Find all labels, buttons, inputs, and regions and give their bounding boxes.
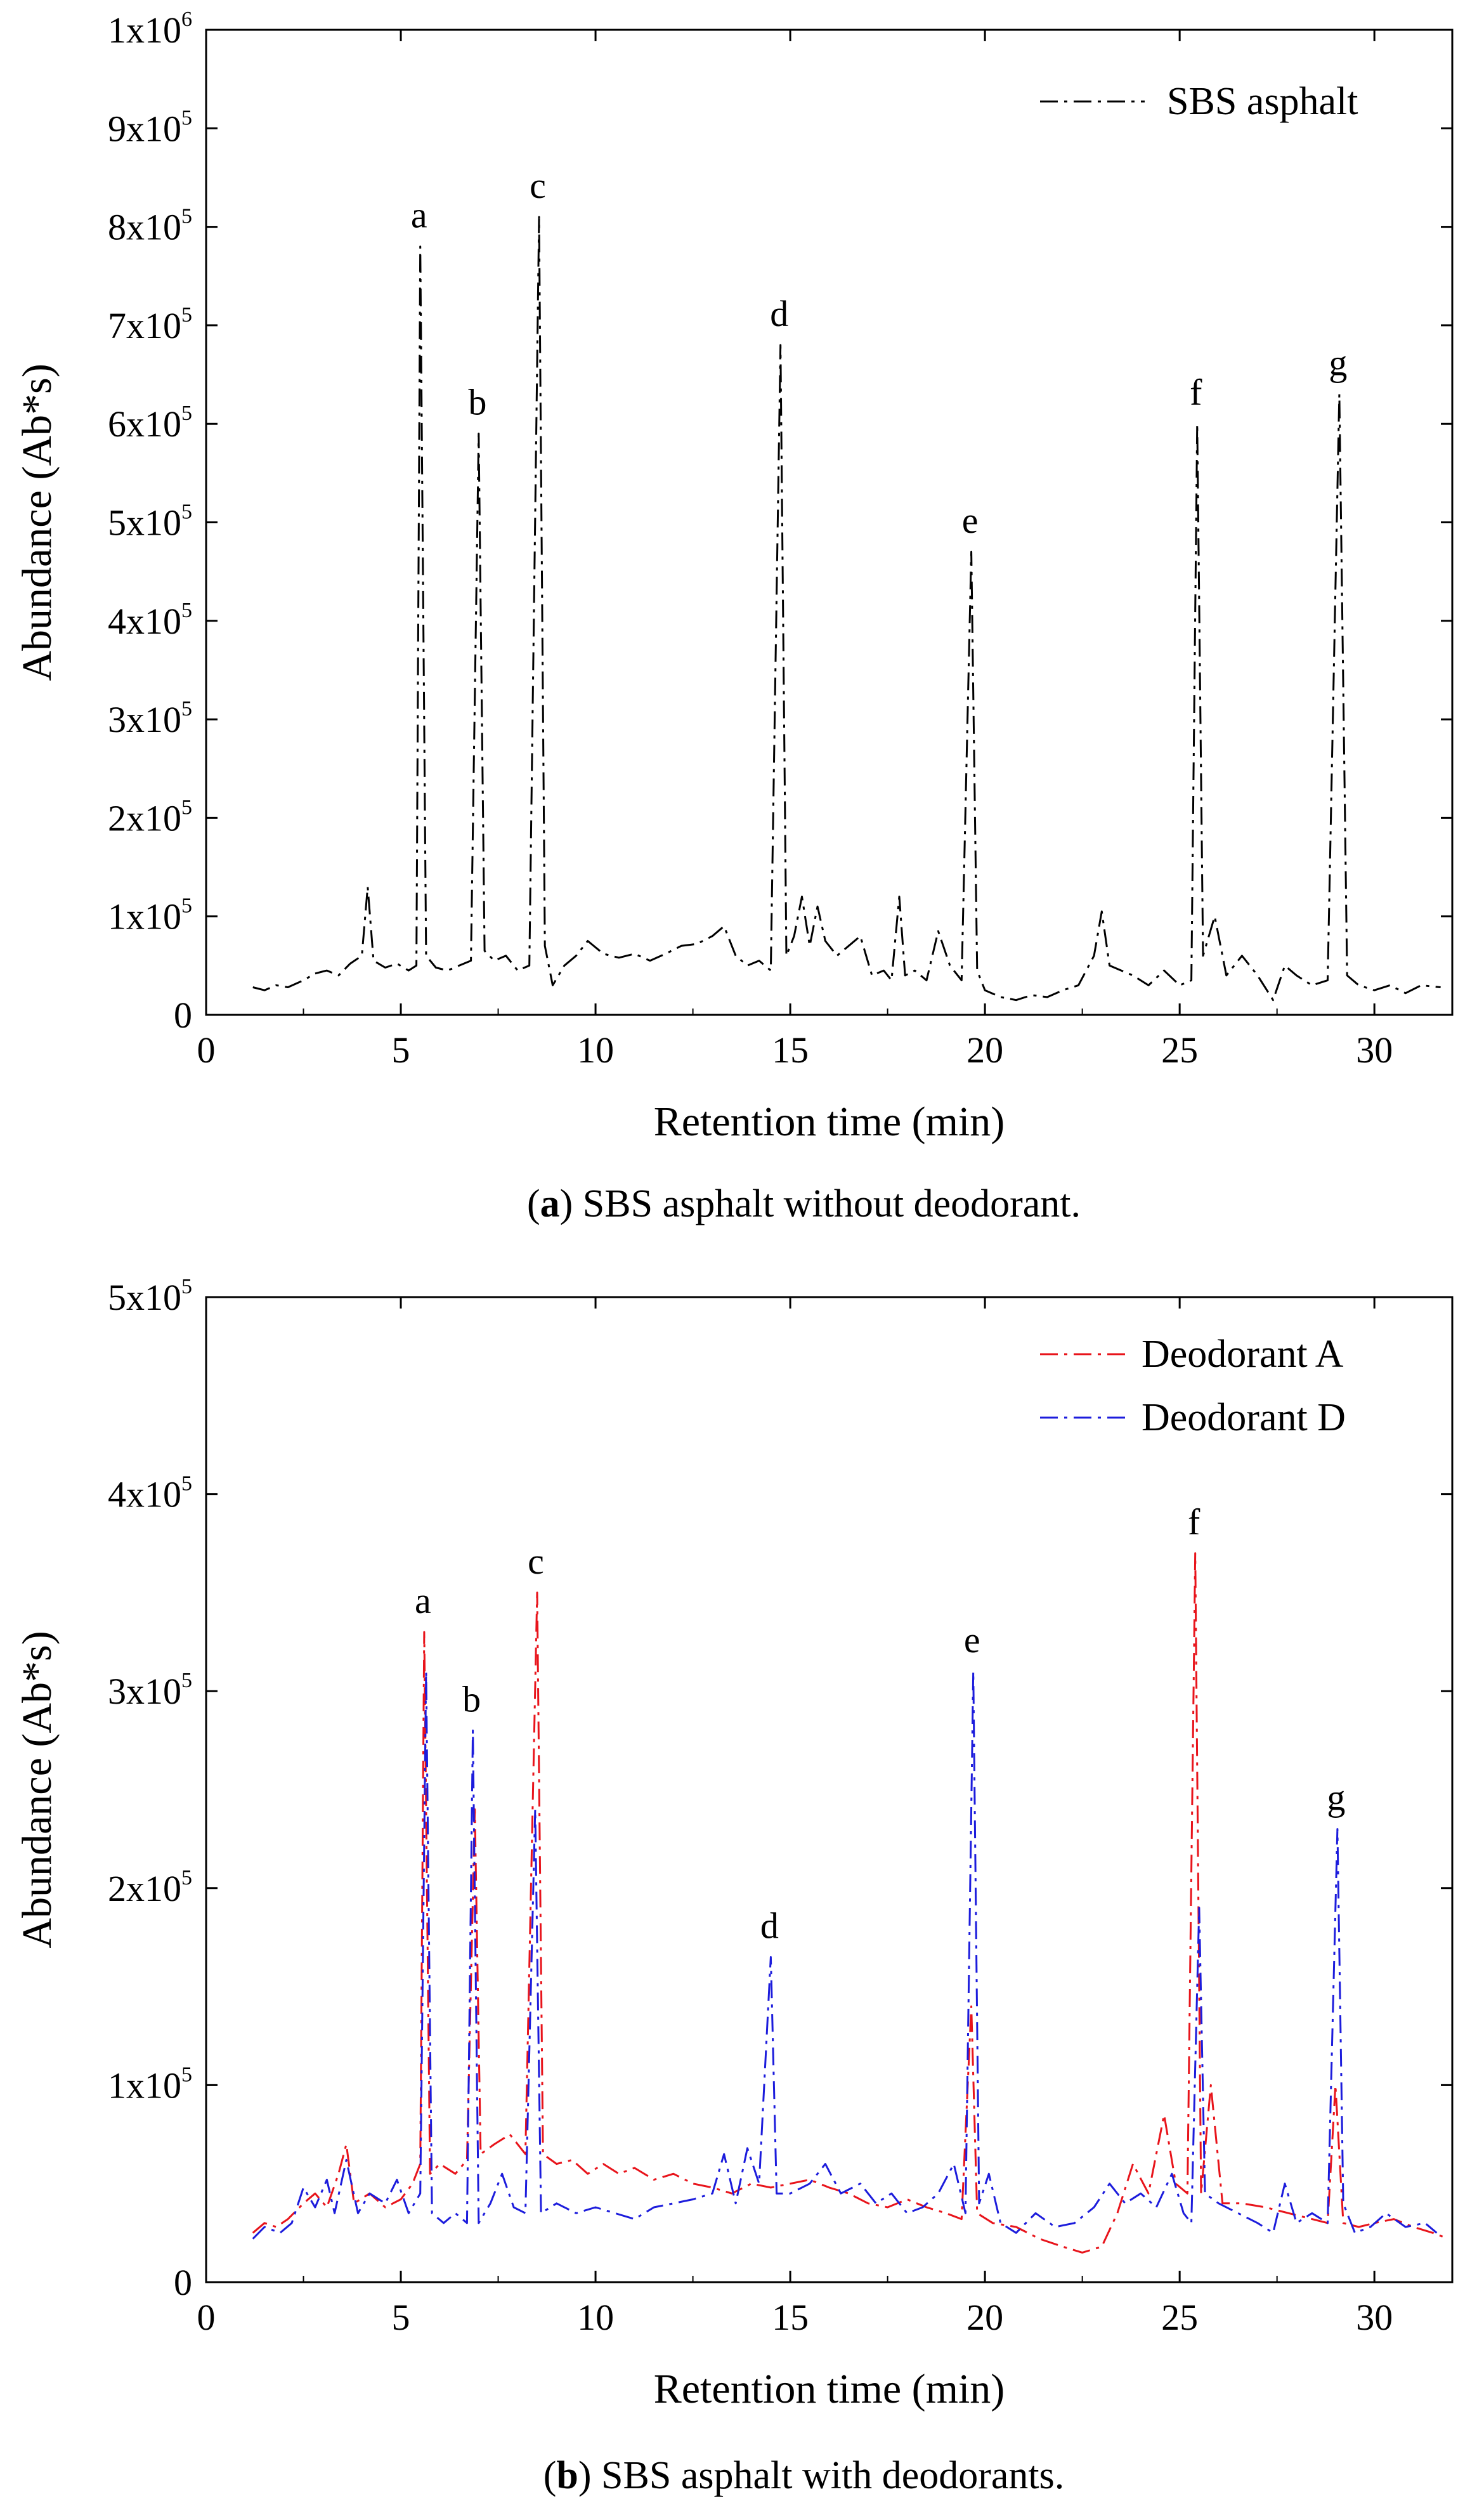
y-tick-label: 2x105 [108, 1866, 192, 1909]
x-tick-label: 15 [772, 2297, 809, 2338]
y-tick-label: 2x105 [108, 795, 192, 839]
plot-frame [205, 29, 1454, 1016]
peak-label-b: b [462, 1678, 481, 1720]
y-axis-label: Abundance (Ab*s) [14, 1631, 60, 1948]
x-axis-label: Retention time (min) [654, 2366, 1005, 2412]
y-tick-label: 6x105 [108, 402, 192, 445]
y-tick-label: 5x105 [108, 500, 192, 544]
peak-label-g: g [1329, 343, 1347, 384]
x-tick-label: 30 [1356, 1029, 1393, 1071]
x-tick-label: 30 [1356, 2297, 1393, 2338]
y-tick-label: 0 [174, 995, 192, 1036]
legend-label: Deodorant D [1142, 1396, 1346, 1439]
peak-label-f: f [1188, 1501, 1200, 1543]
chart-a: 0 5 10 15 20 25 30 0 1x105 2x105 3x105 4x105 5x105 6x… [14, 8, 1454, 1225]
x-tick-label: 0 [197, 1029, 216, 1071]
legend-label: Deodorant A [1142, 1333, 1344, 1376]
peak-label-g: g [1327, 1777, 1345, 1818]
x-tick-label: 15 [772, 1029, 809, 1071]
y-tick-label: 3x105 [108, 1669, 192, 1712]
peak-label-e: e [964, 1619, 980, 1661]
x-tick-label: 10 [577, 1029, 614, 1071]
x-tick-label: 25 [1161, 1029, 1198, 1071]
series-line-deodorant-a [252, 1552, 1449, 2254]
figure-caption: (a) SBS asphalt without deodorant. [527, 1182, 1081, 1225]
x-tick-label: 25 [1161, 2297, 1198, 2338]
y-tick-label: 7x105 [108, 303, 192, 346]
y-axis-label: Abundance (Ab*s) [14, 363, 60, 681]
y-tick-label: 4x105 [108, 599, 192, 642]
plot-frame [205, 1296, 1454, 2283]
y-tick-label: 5x105 [108, 1275, 192, 1318]
y-tick-label: 1x106 [108, 8, 192, 51]
peak-label-a: a [415, 1580, 431, 1621]
peak-label-c: c [528, 1541, 544, 1582]
peak-label-b: b [468, 382, 486, 423]
y-tick-label: 3x105 [108, 697, 192, 740]
y-tick-label: 8x105 [108, 205, 192, 248]
series-line-sbs-asphalt [252, 216, 1441, 1002]
x-tick-label: 10 [577, 2297, 614, 2338]
y-tick-label: 4x105 [108, 1472, 192, 1515]
legend-label: SBS asphalt [1167, 80, 1358, 123]
x-tick-label: 20 [966, 2297, 1003, 2338]
x-tick-label: 0 [197, 2297, 216, 2338]
peak-label-f: f [1190, 372, 1202, 413]
figure-caption: (b) SBS asphalt with deodorants. [543, 2454, 1064, 2497]
x-tick-label: 5 [392, 1029, 410, 1071]
x-tick-label: 20 [966, 1029, 1003, 1071]
peak-label-d: d [760, 1905, 779, 1947]
chart-b: 0 5 10 15 20 25 30 0 1x105 2x105 3x105 4x105 5x105 Re… [14, 1275, 1454, 2497]
y-tick-label: 1x105 [108, 2063, 192, 2106]
x-tick-label: 5 [392, 2297, 410, 2338]
peak-label-e: e [962, 500, 979, 541]
peak-label-c: c [530, 165, 546, 206]
series-line-deodorant-d [252, 1670, 1438, 2240]
peak-label-d: d [770, 293, 788, 334]
y-tick-label: 9x105 [108, 106, 192, 149]
y-tick-label: 0 [174, 2262, 192, 2303]
y-tick-label: 1x105 [108, 894, 192, 937]
peak-label-a: a [411, 195, 427, 236]
x-axis-label: Retention time (min) [654, 1099, 1005, 1145]
